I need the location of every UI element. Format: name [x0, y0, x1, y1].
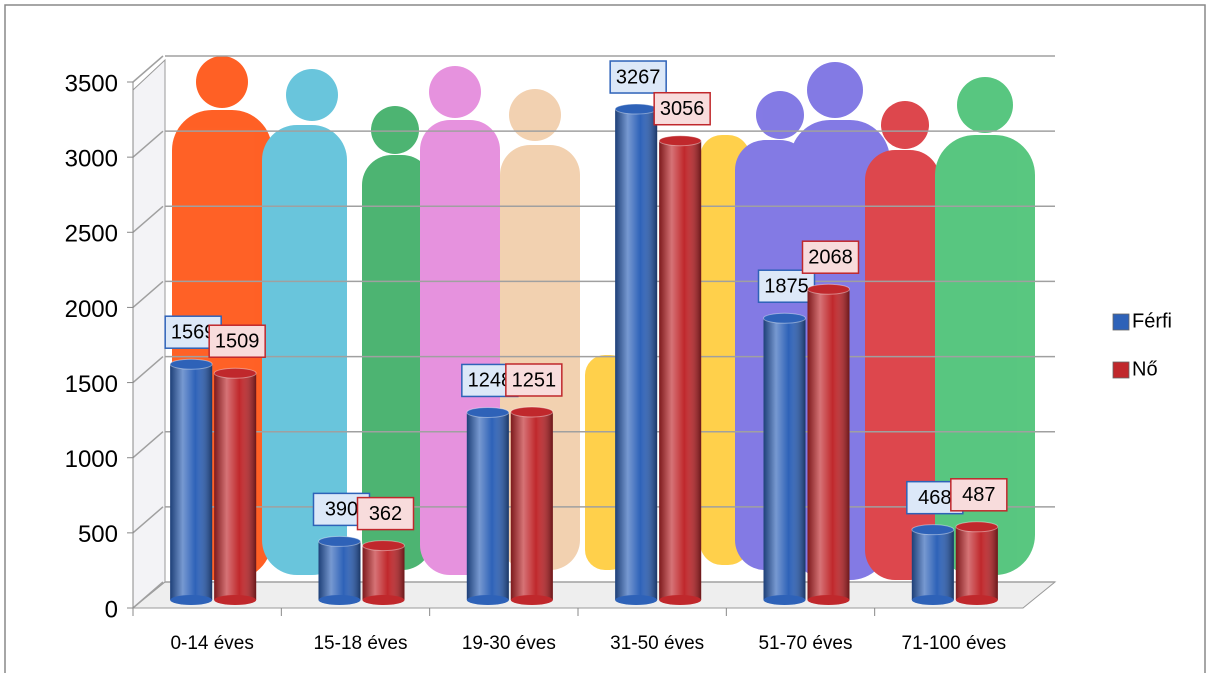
bar-shade: [615, 109, 658, 600]
data-label-box: [208, 324, 266, 358]
data-label: 1569: [171, 321, 216, 343]
legend-label: Nő: [1132, 358, 1158, 380]
bar-base: [214, 595, 257, 605]
bar-top: [658, 135, 702, 147]
grid-line: [132, 431, 164, 459]
grid-line: [132, 581, 164, 609]
y-tick-label: 500: [78, 521, 118, 548]
bar-base: [763, 595, 806, 605]
bar-shade: [362, 545, 405, 600]
data-label: 362: [369, 503, 402, 525]
grid-line: [132, 205, 164, 233]
data-label: 1875: [764, 275, 809, 297]
bar-shade: [170, 364, 213, 600]
legend: Férfi Nő: [1112, 310, 1172, 380]
bar-base: [615, 595, 658, 605]
grid-line: [132, 356, 164, 384]
bar-top: [763, 312, 806, 324]
bar-shade: [510, 411, 553, 600]
legend-marker: [1112, 361, 1130, 379]
data-label: 1248: [468, 370, 513, 392]
data-label: 1251: [512, 369, 557, 391]
y-tick-label: 1500: [65, 371, 118, 398]
data-label-box: [757, 269, 816, 303]
y-tick-label: 2000: [65, 296, 118, 323]
data-label: 2068: [808, 246, 853, 268]
legend-marker: [1112, 313, 1130, 331]
data-label: 3056: [660, 98, 705, 120]
bar-top: [362, 540, 405, 552]
bar-base: [807, 595, 850, 605]
bar-base: [510, 595, 553, 605]
data-label-box: [950, 478, 1008, 512]
data-label: 3267: [616, 66, 661, 88]
data-label-box: [356, 496, 415, 531]
bar-base: [362, 595, 405, 605]
grid-line: [132, 55, 164, 83]
bar-top: [213, 367, 257, 379]
data-label-box: [609, 60, 667, 94]
data-label-box: [505, 363, 563, 397]
bar-shade: [807, 289, 850, 600]
bar-top: [614, 103, 658, 115]
y-tick-label: 3000: [65, 145, 118, 172]
bar-shade: [318, 541, 361, 600]
bar-shade: [763, 318, 806, 600]
bar-base: [955, 595, 998, 605]
bar-base: [911, 595, 954, 605]
x-tick-label: 31-50 éves: [610, 633, 704, 654]
data-label: 468: [918, 487, 951, 509]
legend-label: Férfi: [1132, 310, 1172, 332]
silhouettes: [172, 56, 1035, 580]
frame: [4, 4, 1206, 673]
data-label: 390: [325, 499, 358, 521]
data-label-box: [801, 240, 860, 274]
x-tick-label: 19-30 éves: [462, 633, 556, 654]
bar-shade: [214, 373, 257, 600]
y-tick-label: 2500: [65, 221, 118, 248]
data-label-box: [653, 91, 711, 126]
grid-line: [132, 130, 164, 158]
data-label: 487: [962, 484, 995, 506]
bar-shade: [659, 140, 702, 600]
bar-base: [318, 595, 361, 605]
bar-top: [466, 406, 510, 418]
bar-top: [169, 358, 213, 370]
bar-top: [911, 524, 955, 536]
bar-base: [466, 595, 509, 605]
bar-top: [955, 521, 999, 533]
bar-top: [807, 283, 850, 295]
x-tick-label: 71-100 éves: [902, 633, 1007, 654]
bar-top: [510, 406, 554, 418]
x-tick-label: 51-70 éves: [758, 633, 852, 654]
y-tick-label: 3500: [65, 70, 118, 97]
bar-top: [318, 535, 361, 547]
y-tick-label: 1000: [65, 446, 118, 473]
x-tick-label: 15-18 éves: [313, 633, 407, 654]
bar-shade: [466, 412, 509, 600]
x-tick-label: 0-14 éves: [170, 633, 253, 654]
bar-shade: [911, 529, 954, 600]
bar-base: [170, 595, 213, 605]
data-label: 1509: [215, 331, 260, 353]
bar-base: [659, 595, 702, 605]
side-wall: [132, 58, 166, 610]
y-tick-label: 0: [105, 596, 118, 623]
bar-shade: [955, 526, 998, 600]
grid-line: [132, 280, 164, 308]
grid-line: [132, 506, 164, 534]
